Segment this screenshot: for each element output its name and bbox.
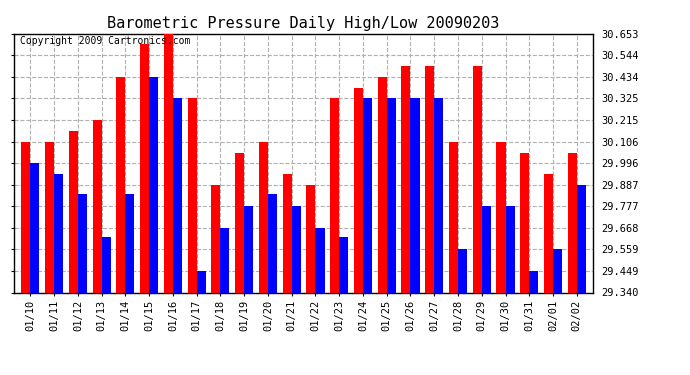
Bar <box>425 66 434 292</box>
Bar <box>45 141 55 292</box>
Bar <box>164 34 173 292</box>
Bar <box>30 163 39 292</box>
Bar <box>55 174 63 292</box>
Bar <box>553 249 562 292</box>
Bar <box>306 185 315 292</box>
Bar <box>339 237 348 292</box>
Bar <box>331 98 339 292</box>
Bar <box>520 153 529 292</box>
Bar <box>568 153 577 292</box>
Bar <box>221 228 230 292</box>
Bar <box>211 185 221 292</box>
Bar <box>283 174 292 292</box>
Bar <box>268 194 277 292</box>
Bar <box>101 237 110 292</box>
Bar <box>506 206 515 292</box>
Bar <box>497 141 506 292</box>
Bar <box>386 98 396 292</box>
Bar <box>173 98 182 292</box>
Bar <box>377 77 386 292</box>
Bar <box>449 141 458 292</box>
Bar <box>363 98 372 292</box>
Bar <box>69 131 78 292</box>
Bar <box>577 185 586 292</box>
Bar <box>140 44 149 292</box>
Text: Copyright 2009 Cartronics.com: Copyright 2009 Cartronics.com <box>19 36 190 46</box>
Bar <box>149 77 158 292</box>
Bar <box>117 77 126 292</box>
Bar <box>259 141 268 292</box>
Bar <box>78 194 87 292</box>
Bar <box>544 174 553 292</box>
Bar <box>197 271 206 292</box>
Bar <box>315 228 324 292</box>
Bar <box>354 87 363 292</box>
Bar <box>126 194 135 292</box>
Bar <box>92 120 101 292</box>
Bar <box>235 153 244 292</box>
Bar <box>402 66 411 292</box>
Bar <box>188 98 197 292</box>
Bar <box>21 141 30 292</box>
Bar <box>244 206 253 292</box>
Bar <box>482 206 491 292</box>
Bar <box>292 206 301 292</box>
Bar <box>434 98 443 292</box>
Bar <box>529 271 538 292</box>
Title: Barometric Pressure Daily High/Low 20090203: Barometric Pressure Daily High/Low 20090… <box>108 16 500 31</box>
Bar <box>411 98 420 292</box>
Bar <box>473 66 482 292</box>
Bar <box>458 249 467 292</box>
